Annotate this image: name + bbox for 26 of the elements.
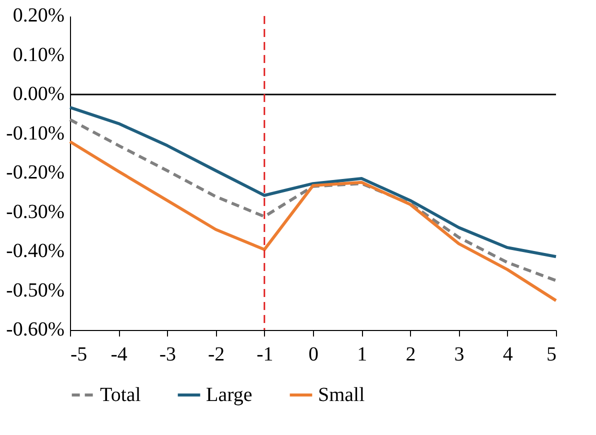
x-tick-label: 3: [454, 344, 464, 366]
line-series: [68, 106, 558, 258]
y-tick-label: -0.10%: [6, 122, 64, 144]
x-tick-label: 1: [357, 344, 368, 366]
y-tick-label: -0.60%: [6, 318, 64, 340]
legend-label: Small: [318, 384, 366, 406]
x-tick-label: -3: [159, 344, 176, 366]
y-tick-label: 0.00%: [12, 83, 64, 105]
x-tick-label: -4: [110, 344, 128, 366]
x-tick-label: 2: [406, 344, 416, 366]
legend-label: Large: [206, 384, 252, 406]
x-tick-label: 0: [308, 344, 318, 366]
x-tick-label: 5: [546, 344, 556, 366]
legend-label: Total: [100, 384, 142, 406]
line-series: [68, 118, 558, 282]
x-tick-label: -1: [256, 344, 274, 366]
y-tick-label: -0.30%: [6, 200, 64, 223]
y-tick-label: -0.40%: [6, 240, 64, 262]
x-tick-label: 4: [502, 344, 513, 366]
y-tick-label: -0.50%: [6, 279, 64, 302]
x-tick-label: -5: [70, 344, 88, 366]
y-tick-label: 0.20%: [12, 4, 64, 26]
line-series: [68, 140, 558, 302]
y-tick-label: -0.20%: [6, 162, 64, 184]
x-tick-label: -2: [208, 344, 225, 366]
y-tick-label: 0.10%: [12, 44, 64, 66]
